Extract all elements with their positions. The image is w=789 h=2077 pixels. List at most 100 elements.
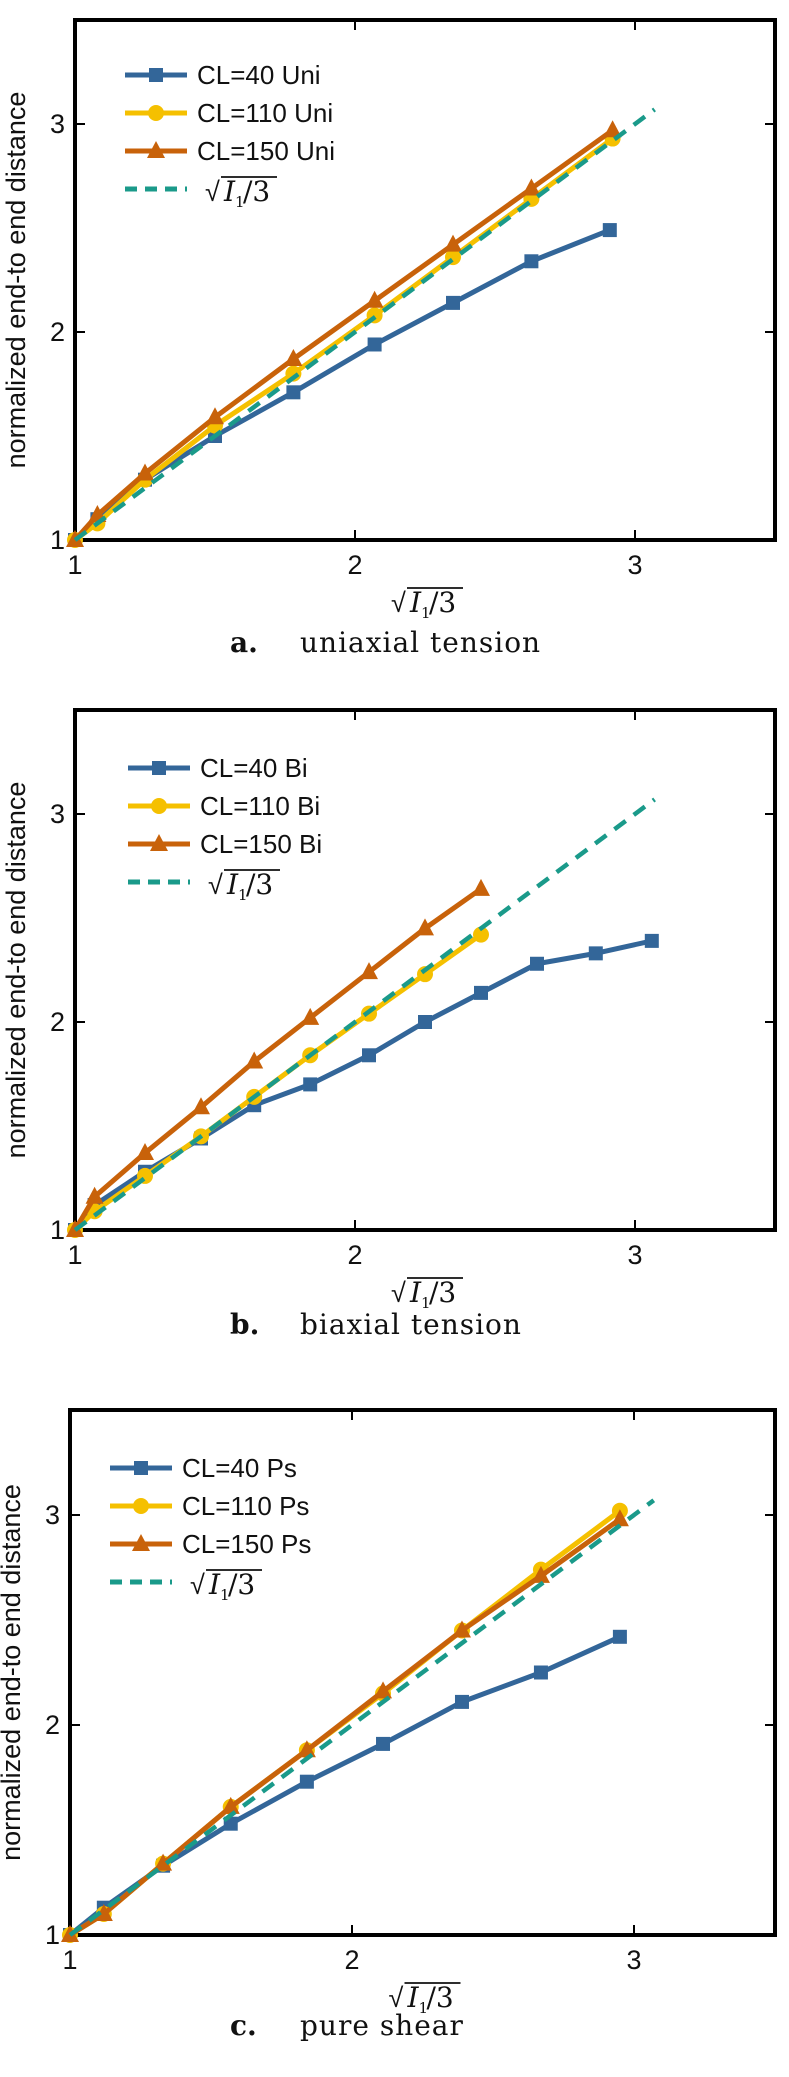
- data-point: [376, 1736, 391, 1751]
- sqrt-variable: I: [409, 586, 422, 619]
- sqrt-subscript: 1: [238, 886, 248, 904]
- y-tick-label: 2: [45, 1710, 60, 1740]
- caption-text: pure shear: [300, 2009, 464, 2042]
- sqrt-symbol: √: [391, 588, 406, 618]
- legend-marker: [132, 1534, 150, 1551]
- data-point: [297, 1740, 316, 1758]
- data-point: [136, 1143, 154, 1161]
- sqrt-subscript: 1: [421, 604, 431, 622]
- legend-marker: [133, 1498, 149, 1514]
- sqrt-divisor: /3: [429, 1276, 456, 1309]
- data-point: [286, 385, 301, 400]
- legend-label: CL=150 Bi: [200, 829, 322, 859]
- data-point: [602, 223, 617, 238]
- y-tick-label: 1: [50, 1215, 65, 1245]
- x-axis-label: √ I 1/3: [391, 1276, 463, 1312]
- legend-marker: [148, 105, 164, 121]
- sqrt-symbol: √: [389, 1983, 404, 2013]
- legend-label: √ I 1/3: [208, 868, 280, 904]
- data-point: [644, 933, 659, 948]
- data-point: [531, 1565, 550, 1583]
- data-point: [446, 295, 460, 310]
- data-point: [530, 956, 544, 971]
- legend-label: CL=150 Uni: [197, 136, 335, 166]
- sqrt-subscript: 1: [235, 193, 245, 211]
- sqrt-symbol: √: [205, 177, 220, 207]
- series-3: [73, 107, 656, 542]
- y-tick-label: 2: [50, 317, 65, 347]
- series-3: [68, 1498, 656, 1937]
- data-point: [474, 985, 488, 1000]
- legend-marker: [150, 834, 168, 851]
- y-tick-label: 3: [50, 799, 65, 829]
- data-point: [367, 337, 382, 352]
- sqrt-variable: I: [226, 868, 239, 901]
- caption-letter: a.: [230, 626, 258, 659]
- series-2: [61, 1509, 629, 1942]
- legend-label: √ I 1/3: [190, 1568, 262, 1604]
- y-tick-label: 1: [50, 525, 65, 555]
- data-point: [472, 878, 490, 896]
- data-point: [206, 407, 224, 425]
- series-2: [66, 878, 490, 1237]
- data-point: [245, 1051, 264, 1069]
- series-0: [68, 223, 617, 547]
- series-line: [73, 107, 656, 542]
- sqrt-symbol: √: [190, 1570, 205, 1600]
- sqrt-symbol: √: [391, 1278, 406, 1308]
- data-point: [360, 962, 378, 980]
- legend-marker: [152, 761, 166, 775]
- data-point: [374, 1681, 393, 1699]
- data-point: [612, 1629, 627, 1644]
- series-0: [63, 1629, 627, 1942]
- data-point: [444, 234, 462, 252]
- data-point: [452, 1620, 471, 1638]
- caption-letter: c.: [230, 2009, 257, 2042]
- legend-label: CL=110 Ps: [182, 1491, 309, 1521]
- data-point: [221, 1796, 240, 1814]
- data-point: [136, 463, 154, 481]
- sqrt-divisor: /3: [246, 868, 273, 901]
- sqrt-divisor: /3: [228, 1568, 255, 1601]
- data-point: [417, 966, 433, 983]
- data-point: [154, 1853, 173, 1871]
- x-tick-label: 1: [67, 550, 82, 580]
- data-point: [85, 1186, 104, 1204]
- data-point: [588, 946, 603, 961]
- data-point: [610, 1509, 629, 1527]
- legend-label: CL=110 Uni: [197, 98, 333, 128]
- data-point: [365, 290, 384, 308]
- y-axis-label: normalized end-to end distance: [1, 92, 31, 469]
- sqrt-divisor: /3: [243, 175, 270, 208]
- x-tick-label: 2: [347, 550, 362, 580]
- data-point: [285, 365, 302, 382]
- data-point: [522, 178, 541, 196]
- legend-marker: [149, 68, 163, 82]
- sqrt-divisor: /3: [427, 1981, 454, 2014]
- series-line: [72, 938, 655, 1233]
- data-point: [94, 1904, 113, 1921]
- series-line: [68, 1498, 656, 1937]
- legend: CL=40 Uni CL=110 Uni CL=150 Uni √ I 1/3: [125, 60, 335, 211]
- x-tick-label: 3: [627, 1240, 642, 1270]
- sqrt-subscript: 1: [419, 1999, 429, 2017]
- x-axis-label: √ I 1/3: [389, 1981, 461, 2017]
- x-tick-label: 3: [626, 1945, 641, 1975]
- data-point: [603, 120, 622, 138]
- sqrt-symbol: √: [208, 870, 223, 900]
- x-axis-label: √ I 1/3: [391, 586, 463, 622]
- plot-frame: [73, 708, 777, 1232]
- sqrt-variable: I: [409, 1276, 422, 1309]
- sqrt-variable: I: [223, 175, 236, 208]
- x-tick-label: 1: [62, 1945, 77, 1975]
- x-tick-label: 2: [347, 1240, 362, 1270]
- series-line: [73, 797, 656, 1232]
- data-point: [284, 349, 303, 367]
- sqrt-variable: I: [407, 1981, 420, 2014]
- x-tick-label: 1: [67, 1240, 82, 1270]
- data-point: [416, 918, 434, 936]
- legend-label: CL=40 Bi: [200, 753, 308, 783]
